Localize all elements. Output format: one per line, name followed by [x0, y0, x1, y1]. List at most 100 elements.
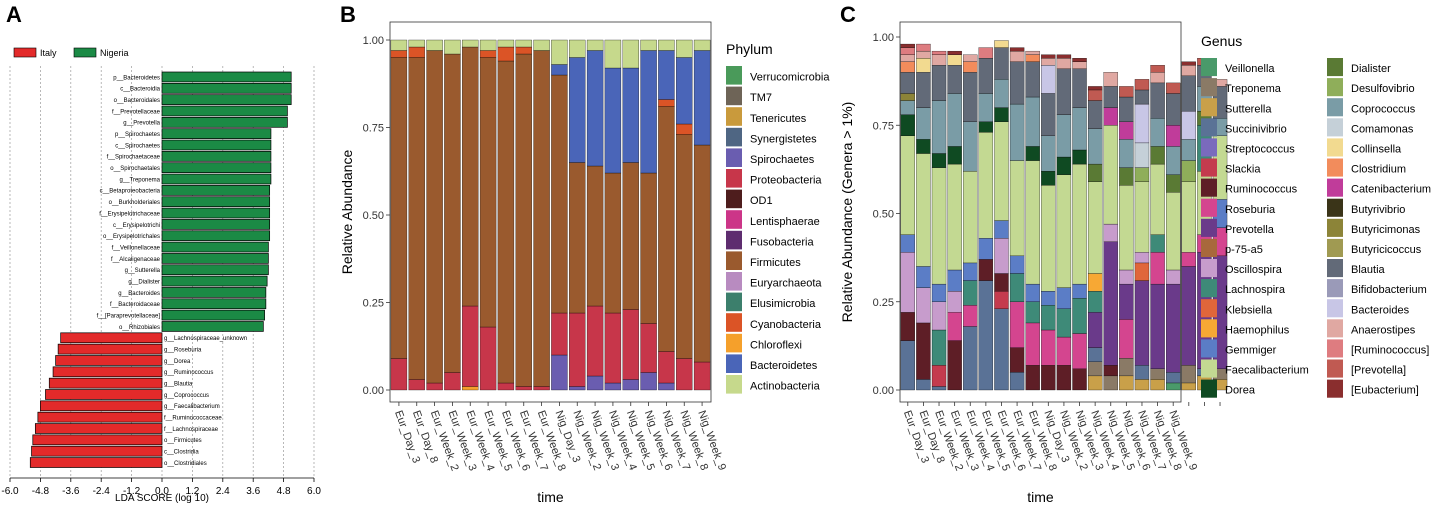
legend-swatch [1327, 379, 1343, 398]
bar-segment [1166, 146, 1181, 175]
bar-segment [1025, 61, 1040, 98]
bar-segment [1150, 234, 1165, 253]
lda-bar [161, 321, 264, 332]
lda-taxon-label: p__Spirochaetes [115, 132, 160, 138]
lda-tick-label: -2.4 [93, 486, 111, 497]
legend-label: Synergistetes [750, 133, 817, 145]
legend-swatch [1327, 198, 1343, 217]
legend-swatch [726, 230, 742, 250]
legend-swatch [1327, 158, 1343, 177]
lda-bar [57, 343, 163, 355]
bar-segment [1181, 65, 1196, 76]
legend-swatch [1201, 259, 1217, 278]
bar-segment [1025, 365, 1040, 391]
bar-segment [978, 47, 994, 59]
legend-label: Tenericutes [750, 113, 807, 125]
bar-segment [1025, 283, 1040, 302]
legend-label: Comamonas [1351, 123, 1414, 135]
bar-segment [676, 39, 693, 58]
lda-taxon-label: f__Erysipelotrichaceae [99, 211, 160, 217]
legend-swatch [726, 189, 742, 209]
bar-segment [1134, 262, 1150, 281]
legend-swatch [726, 66, 742, 85]
lda-bar [161, 185, 271, 196]
bar-segment [1009, 347, 1025, 373]
bar-segment [551, 39, 568, 65]
bar-segment [963, 121, 978, 172]
panel-label-a: A [6, 2, 22, 27]
bar-segment [1056, 68, 1072, 115]
bar-segment [931, 329, 947, 366]
lda-tick-label: 1.2 [185, 486, 199, 497]
lda-taxon-label: g__Roseburia [164, 348, 202, 354]
legend-swatch [1201, 238, 1217, 257]
bar-segment [1087, 273, 1103, 292]
lda-taxon-label: g__Dorea [164, 359, 191, 365]
bar-segment [693, 361, 711, 391]
bar-segment [1056, 365, 1072, 391]
legend-swatch [726, 169, 742, 188]
lda-bar [34, 423, 163, 434]
legend-swatch [1201, 299, 1217, 318]
bar-segment [963, 326, 978, 391]
bar-segment [533, 39, 550, 51]
bar-segment [1119, 121, 1134, 140]
bar-segment [978, 280, 994, 391]
bar-segment [1119, 319, 1134, 359]
lda-legend-label: Italy [40, 48, 57, 58]
bar-segment [1119, 269, 1134, 285]
lda-tick-label: 2.4 [216, 486, 230, 497]
lda-bar [161, 94, 292, 105]
lda-taxon-label: o__Burkholderiales [109, 200, 160, 206]
bar-segment [947, 146, 962, 165]
panel-label-c: C [840, 2, 856, 27]
bar-segment [408, 379, 425, 391]
bar-segment [1134, 181, 1150, 253]
bar-segment [947, 340, 962, 391]
bar-segment [916, 322, 931, 380]
bar-segment [931, 386, 947, 391]
bar-segment [390, 57, 408, 359]
bar-segment [1181, 365, 1196, 384]
bar-segment [1087, 361, 1103, 377]
lda-taxon-label: f__Veillonellaceae [112, 245, 161, 251]
bar-segment [515, 39, 532, 48]
bar-segment [426, 50, 443, 384]
lda-taxon-label: o__Clostridiales [164, 461, 207, 467]
bar-segment [408, 57, 425, 380]
bar-segment [426, 39, 443, 51]
bar-segment [1134, 365, 1150, 380]
legend-swatch [1201, 339, 1217, 358]
bar-segment [533, 50, 550, 387]
legend-label: Veillonella [1225, 63, 1275, 75]
bar-segment [931, 54, 947, 66]
bar-segment [1009, 50, 1025, 62]
legend-swatch [726, 292, 742, 312]
bar-segment [1056, 287, 1072, 309]
bar-segment [900, 252, 915, 313]
bar-segment [978, 259, 994, 281]
bar-segment [916, 287, 931, 324]
bar-segment [462, 305, 479, 387]
bar-segment [947, 312, 962, 341]
legend-swatch [1327, 118, 1343, 137]
bar-segment [963, 262, 978, 281]
lda-bar [161, 230, 271, 242]
bar-segment [916, 379, 931, 391]
bar-segment [1181, 382, 1196, 391]
lda-taxon-label: c__Betaproteobacteria [100, 189, 161, 195]
bar-segment [676, 358, 693, 391]
bar-segment [916, 58, 931, 73]
bar-segment [1025, 322, 1040, 366]
bar-segment [408, 46, 425, 58]
legend-label: Slackia [1225, 164, 1261, 176]
bar-segment [900, 100, 915, 115]
bar-segment [515, 46, 532, 55]
lda-bar [161, 82, 292, 94]
legend-swatch [1327, 58, 1343, 77]
bar-segment [1025, 160, 1040, 285]
bar-segment [444, 39, 461, 55]
lda-taxon-label: p__Bacteroidetes [113, 75, 160, 81]
legend-swatch [1327, 98, 1343, 117]
